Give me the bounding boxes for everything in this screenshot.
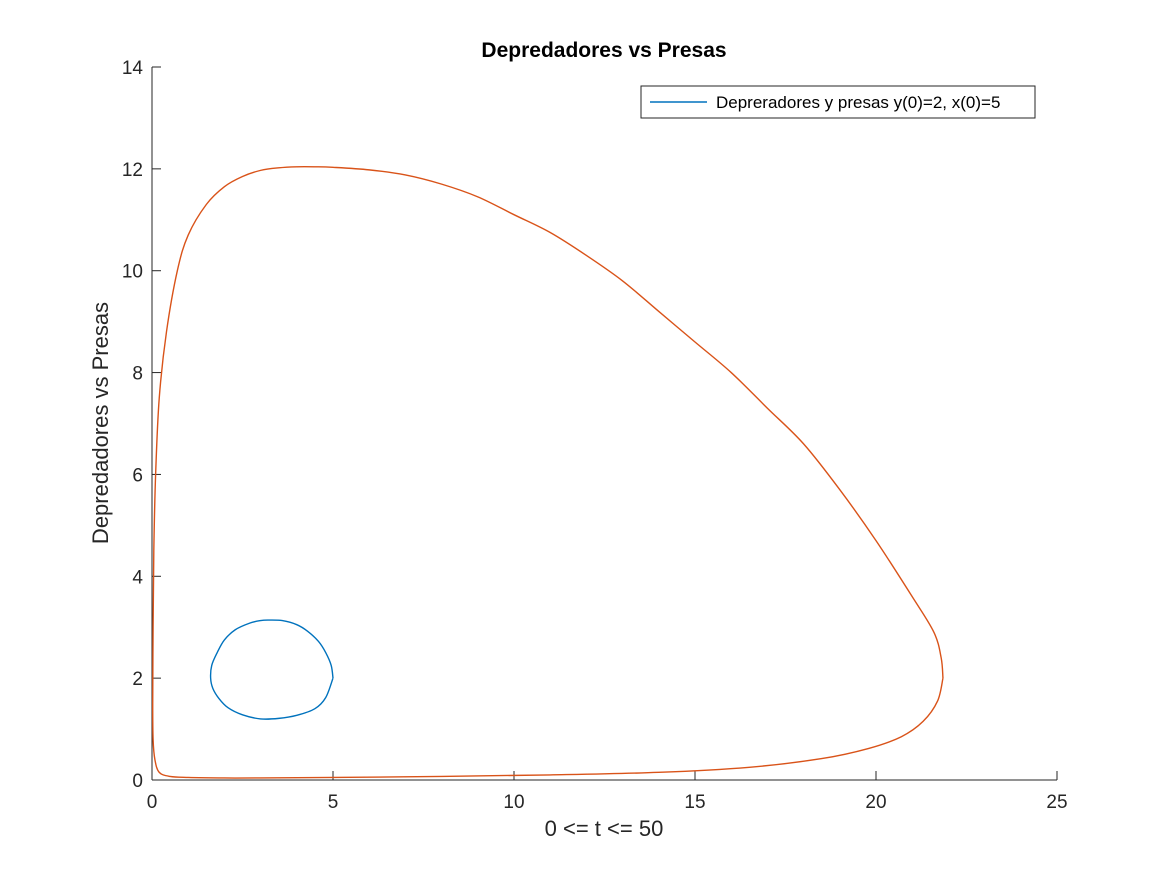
chart-title: Depredadores vs Presas: [481, 39, 726, 62]
x-tick-label: 5: [328, 792, 339, 813]
x-tick-label: 20: [865, 792, 886, 813]
y-tick-label: 8: [132, 364, 143, 385]
y-tick-label: 4: [132, 567, 143, 588]
x-tick-label: 15: [684, 792, 705, 813]
y-tick-label: 2: [132, 669, 143, 690]
x-tick-label: 25: [1046, 792, 1067, 813]
legend: Depreradores y presas y(0)=2, x(0)=5: [640, 85, 1036, 119]
y-tick-label: 12: [122, 160, 143, 181]
axes: 0 5 10 15 20 25 0 2 4 6 8 10 12 14: [122, 58, 1068, 813]
series-line-0: [209, 619, 334, 720]
x-axis-title: 0 <= t <= 50: [545, 816, 664, 841]
y-tick-label: 6: [132, 465, 143, 486]
series-line-1: [152, 166, 944, 779]
plot-lines: [152, 166, 944, 779]
x-tick-label: 0: [147, 792, 158, 813]
y-tick-label: 0: [132, 771, 143, 792]
legend-entry-label: Depreradores y presas y(0)=2, x(0)=5: [716, 93, 1000, 112]
y-axis-title: Depredadores vs Presas: [88, 302, 113, 544]
x-tick-label: 10: [503, 792, 524, 813]
y-tick-label: 10: [122, 262, 143, 283]
y-tick-label: 14: [122, 58, 144, 79]
